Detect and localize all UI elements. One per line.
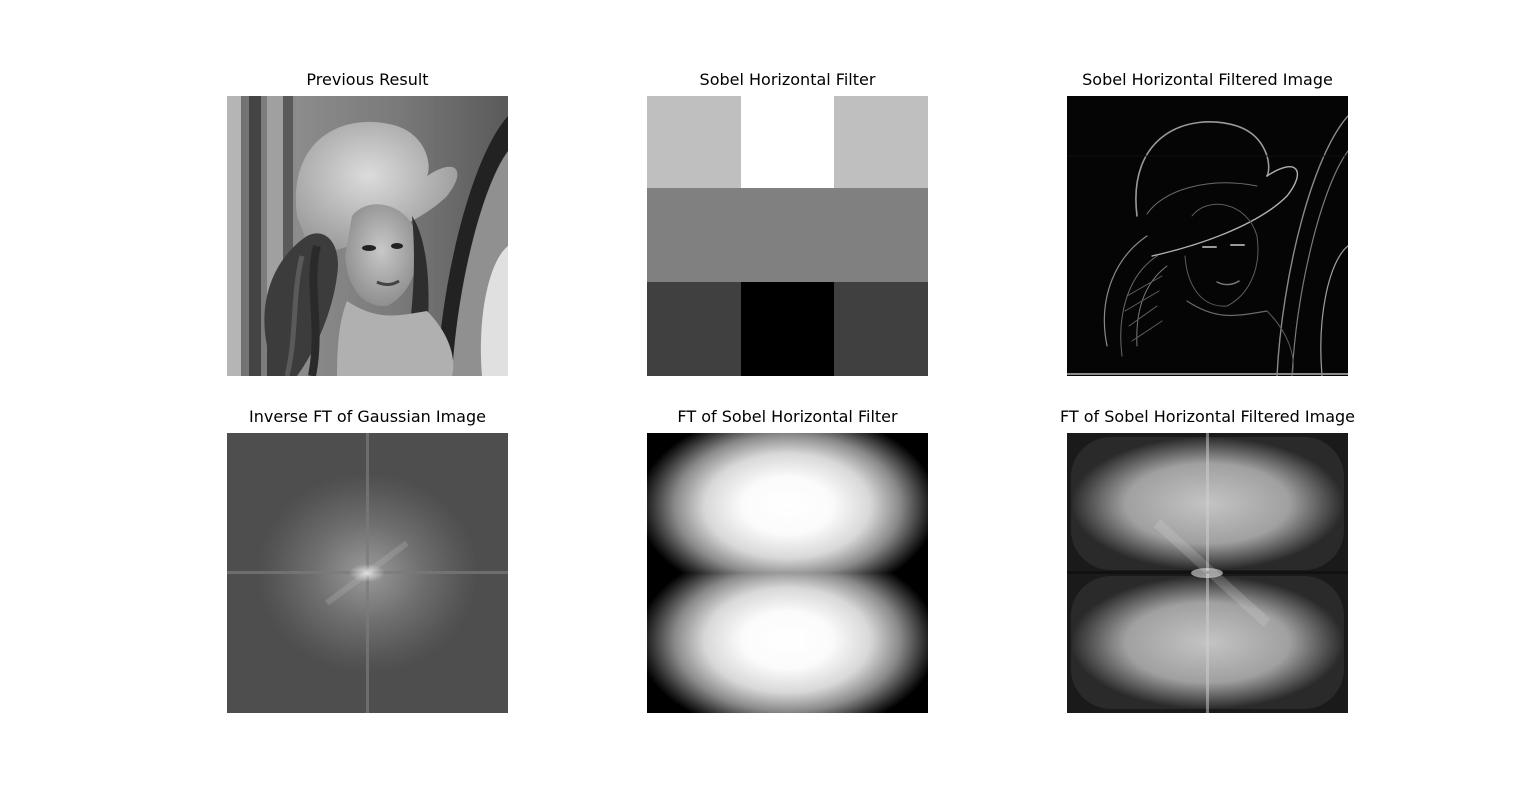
kernel-cell: [834, 188, 928, 282]
previous-result-image: [227, 96, 508, 376]
panel-title: Sobel Horizontal Filter: [699, 70, 876, 89]
ft-sobel-filter-image: [647, 433, 928, 713]
kernel-cell: [741, 282, 834, 376]
kernel-cell: [834, 282, 928, 376]
sobel-kernel-image: [647, 96, 928, 376]
panel-title: FT of Sobel Horizontal Filter: [677, 407, 898, 426]
panel-title: Previous Result: [306, 70, 429, 89]
ft-sobel-filtered-image: [1067, 433, 1348, 713]
inverse-ft-gaussian-image: [227, 433, 508, 713]
panel-title: FT of Sobel Horizontal Filtered Image: [1059, 407, 1355, 426]
kernel-cell: [741, 96, 834, 188]
sobel-filtered-image: [1067, 96, 1348, 376]
kernel-cell: [647, 282, 741, 376]
kernel-cell: [834, 96, 928, 188]
kernel-cell: [647, 188, 741, 282]
panel-title: Sobel Horizontal Filtered Image: [1082, 70, 1333, 89]
kernel-cell: [647, 96, 741, 188]
kernel-cell: [741, 188, 834, 282]
panel-title: Inverse FT of Gaussian Image: [249, 407, 486, 426]
